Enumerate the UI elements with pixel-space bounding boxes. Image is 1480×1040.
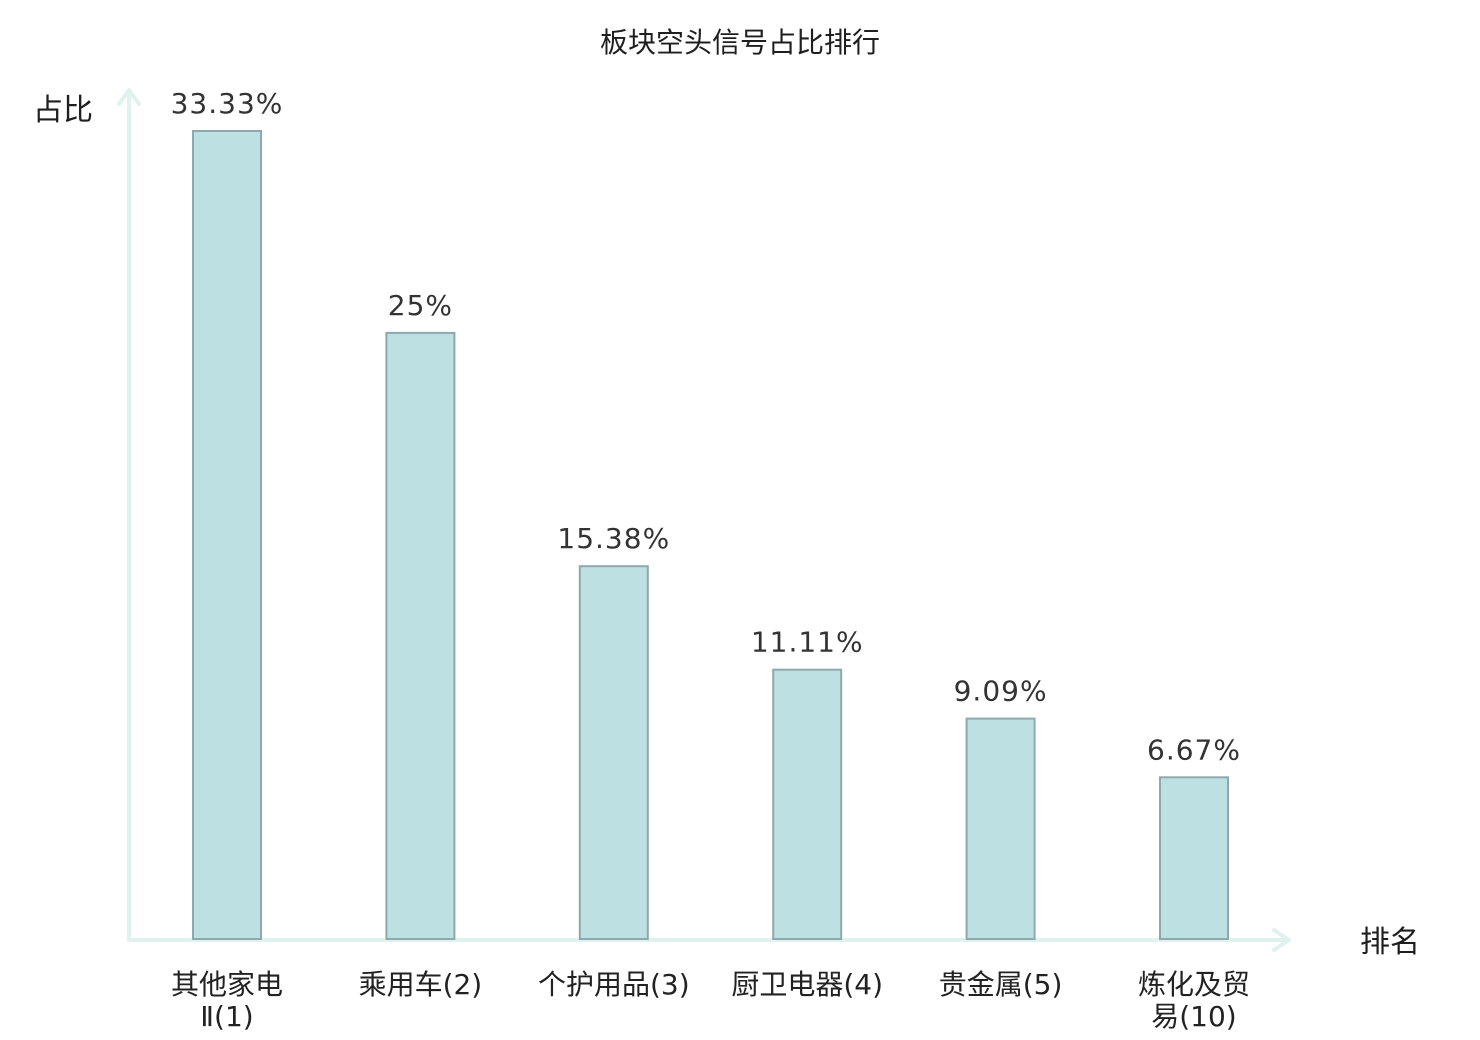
chart-title: 板块空头信号占比排行 [600, 26, 880, 59]
bar-6 [1159, 776, 1229, 940]
bar-5 [965, 717, 1036, 940]
x-tick-label-6-line-2: 易(10) [1151, 1000, 1236, 1033]
value-label-4: 11.11% [751, 626, 864, 659]
value-label-5: 9.09% [954, 675, 1048, 708]
x-tick-label-4-line-1: 厨卫电器(4) [731, 968, 883, 1001]
bar-3 [578, 565, 649, 940]
x-tick-label-1-line-2: Ⅱ(1) [200, 1000, 253, 1033]
x-tick-label-5-line-1: 贵金属(5) [939, 968, 1063, 1001]
x-tick-label-1-line-1: 其他家电 [171, 968, 283, 1001]
value-label-1: 33.33% [171, 87, 284, 120]
bar-2 [385, 331, 456, 940]
value-label-3: 15.38% [557, 522, 670, 555]
value-labels-layer: 33.33% 25% 15.38% 11.11% 9.09% 6.67% [171, 87, 1241, 766]
bar-4 [772, 668, 843, 940]
axes [117, 88, 1291, 952]
value-label-6: 6.67% [1147, 733, 1241, 766]
y-axis-arrow [117, 88, 141, 106]
x-tick-label-2-line-1: 乘用车(2) [359, 968, 483, 1001]
x-tick-label-3-line-1: 个护用品(3) [538, 968, 690, 1001]
value-label-2: 25% [388, 289, 453, 322]
bar-1 [192, 130, 262, 940]
x-tick-label-6-line-1: 炼化及贸 [1138, 968, 1250, 1001]
x-axis-title: 排名 [1360, 925, 1420, 960]
bars-layer [192, 130, 1229, 940]
y-axis-title: 占比 [33, 93, 93, 128]
x-axis-arrow [1272, 928, 1291, 952]
